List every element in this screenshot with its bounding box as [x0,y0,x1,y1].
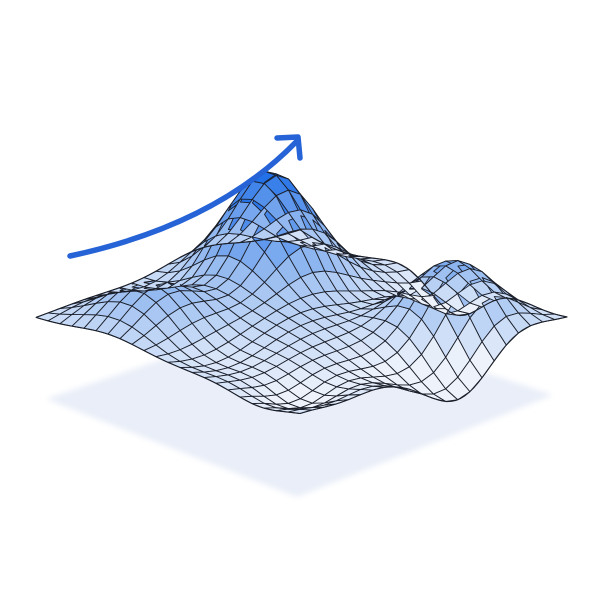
trend-up-arrow-icon [67,134,303,259]
surface-mesh [35,170,568,414]
surface-border [35,229,568,415]
arrow-head [274,134,303,161]
arrow-shaft [67,139,299,259]
surface-grid-lines [35,229,568,415]
